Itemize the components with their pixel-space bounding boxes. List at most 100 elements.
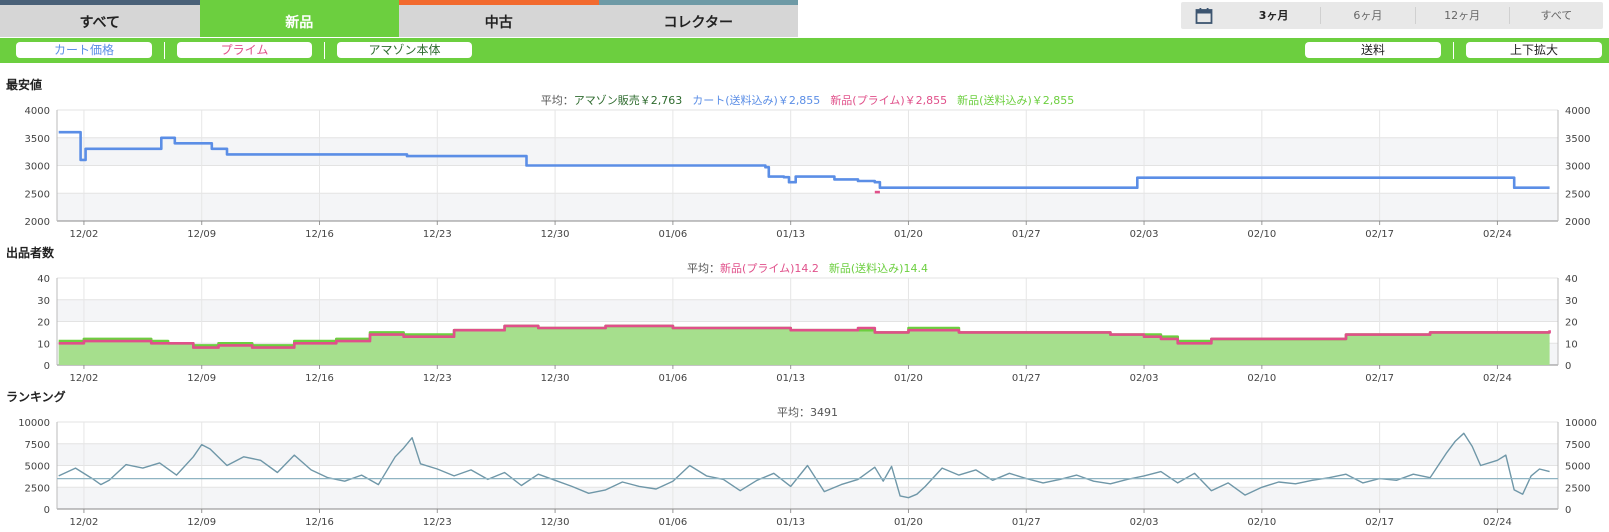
grid-band bbox=[57, 110, 1558, 138]
y-tick-label-right: 0 bbox=[1565, 361, 1571, 372]
x-tick-label: 02/17 bbox=[1365, 517, 1394, 528]
chart-3: 0 0 2500 2500 5000 5000 7500 7500 10000 10000 12/0… bbox=[6, 389, 1597, 528]
divider bbox=[1453, 42, 1454, 59]
divider bbox=[324, 42, 325, 59]
cart-price-button[interactable]: カート価格 bbox=[16, 42, 152, 58]
prime-button[interactable]: プライム bbox=[177, 42, 312, 58]
y-tick-label-left: 4000 bbox=[25, 106, 50, 117]
legend-label: 平均： bbox=[687, 262, 720, 275]
y-tick-label-left: 20 bbox=[37, 318, 50, 329]
x-tick-label: 01/20 bbox=[894, 229, 923, 240]
y-tick-label-left: 0 bbox=[44, 505, 50, 516]
filter-bar: カート価格 プライム アマゾン本体 送料 上下拡大 bbox=[0, 38, 1609, 63]
x-tick-label: 02/24 bbox=[1483, 517, 1512, 528]
x-tick-label: 12/30 bbox=[541, 517, 570, 528]
grid-band bbox=[57, 321, 1558, 344]
chart-2: 0 0 10 10 20 20 30 30 40 40 12/02 12/09 12/16 12/23 12… bbox=[6, 245, 1578, 384]
series-area-1 bbox=[58, 325, 1550, 365]
shipping-button[interactable]: 送料 bbox=[1305, 42, 1441, 58]
y-tick-label-right: 2000 bbox=[1565, 217, 1590, 228]
x-tick-label: 02/10 bbox=[1247, 517, 1276, 528]
tab-collector[interactable]: コレクター bbox=[598, 0, 798, 37]
grid-band bbox=[57, 278, 1558, 300]
y-tick-label-right: 40 bbox=[1565, 274, 1578, 285]
legend-entry: 新品(送料込み)￥2,855 bbox=[957, 93, 1074, 107]
y-tick-label-right: 3000 bbox=[1565, 162, 1590, 173]
range-3-months[interactable]: 3ヶ月 bbox=[1258, 9, 1289, 22]
y-tick-label-left: 2500 bbox=[25, 189, 50, 200]
x-tick-label: 01/13 bbox=[776, 517, 805, 528]
series-line-1 bbox=[58, 324, 1550, 347]
range-12-months[interactable]: 12ヶ月 bbox=[1414, 7, 1509, 24]
x-tick-label: 12/09 bbox=[187, 373, 216, 384]
y-tick-label-right: 20 bbox=[1565, 318, 1578, 329]
legend-entry: 新品(送料込み)14.4 bbox=[829, 261, 928, 275]
x-tick-label: 02/24 bbox=[1483, 373, 1512, 384]
x-tick-label: 01/27 bbox=[1012, 517, 1041, 528]
grid-band bbox=[57, 193, 1558, 221]
grid-band bbox=[57, 487, 1558, 509]
tab-new[interactable]: 新品 bbox=[199, 0, 399, 37]
x-tick-label: 12/30 bbox=[541, 229, 570, 240]
y-tick-label-left: 40 bbox=[37, 274, 50, 285]
range-6-months[interactable]: 6ヶ月 bbox=[1320, 7, 1414, 24]
amazon-button[interactable]: アマゾン本体 bbox=[337, 42, 472, 58]
series-line-1 bbox=[58, 432, 1550, 499]
x-tick-label: 02/03 bbox=[1130, 229, 1159, 240]
condition-tabs: すべて 新品 中古 コレクター bbox=[0, 0, 798, 37]
x-tick-label: 02/10 bbox=[1247, 229, 1276, 240]
x-tick-label: 02/10 bbox=[1247, 373, 1276, 384]
y-tick-label-left: 2500 bbox=[25, 483, 50, 494]
range-all[interactable]: すべて bbox=[1508, 7, 1603, 24]
chart-legend: 平均：3491 bbox=[777, 406, 838, 419]
chart-title: 出品者数 bbox=[6, 245, 55, 260]
x-tick-label: 12/23 bbox=[423, 229, 452, 240]
legend-label: 平均： bbox=[777, 406, 810, 419]
y-tick-label-right: 2500 bbox=[1565, 189, 1590, 200]
x-tick-label: 02/17 bbox=[1365, 373, 1394, 384]
y-tick-label-left: 3500 bbox=[25, 134, 50, 145]
x-tick-label: 12/16 bbox=[305, 517, 334, 528]
y-tick-label-right: 3500 bbox=[1565, 134, 1590, 145]
range-selector: 3ヶ月 6ヶ月 12ヶ月 すべて bbox=[1181, 2, 1603, 29]
legend-entry: 3491 bbox=[810, 406, 838, 419]
y-tick-label-right: 10000 bbox=[1565, 418, 1597, 429]
legend-entry: アマゾン販売￥2,763 bbox=[574, 94, 683, 107]
x-tick-label: 12/16 bbox=[305, 229, 334, 240]
y-tick-label-left: 10 bbox=[37, 339, 50, 350]
y-tick-label-right: 0 bbox=[1565, 505, 1571, 516]
x-tick-label: 12/02 bbox=[70, 373, 99, 384]
x-tick-label: 02/03 bbox=[1130, 373, 1159, 384]
x-tick-label: 01/06 bbox=[658, 517, 687, 528]
legend-entry: 新品(プライム)￥2,855 bbox=[830, 93, 947, 107]
y-tick-label-left: 0 bbox=[44, 361, 50, 372]
y-tick-label-right: 4000 bbox=[1565, 106, 1590, 117]
x-tick-label: 01/06 bbox=[658, 373, 687, 384]
y-tick-label-right: 10 bbox=[1565, 339, 1578, 350]
legend-label: 平均： bbox=[541, 94, 574, 107]
y-tick-label-right: 2500 bbox=[1565, 483, 1590, 494]
x-tick-label: 01/13 bbox=[776, 229, 805, 240]
tab-used[interactable]: 中古 bbox=[399, 0, 599, 37]
series-line-2 bbox=[58, 324, 1551, 349]
calendar-icon[interactable] bbox=[1181, 2, 1227, 29]
chart-title: ランキング bbox=[6, 389, 66, 404]
series-line-1 bbox=[58, 130, 1550, 189]
y-tick-label-left: 3000 bbox=[25, 162, 50, 173]
x-tick-label: 12/02 bbox=[70, 229, 99, 240]
x-tick-label: 01/27 bbox=[1012, 373, 1041, 384]
x-tick-label: 02/24 bbox=[1483, 229, 1512, 240]
tab-all[interactable]: すべて bbox=[0, 0, 200, 37]
y-tick-label-left: 5000 bbox=[25, 462, 50, 473]
x-tick-label: 12/30 bbox=[541, 373, 570, 384]
y-tick-label-right: 7500 bbox=[1565, 440, 1590, 451]
zoom-button[interactable]: 上下拡大 bbox=[1466, 42, 1602, 58]
grid-band bbox=[57, 443, 1558, 466]
x-tick-label: 12/02 bbox=[70, 517, 99, 528]
x-tick-label: 02/17 bbox=[1365, 229, 1394, 240]
grid-band bbox=[57, 137, 1558, 166]
x-tick-label: 12/16 bbox=[305, 373, 334, 384]
x-tick-label: 01/27 bbox=[1012, 229, 1041, 240]
grid-band bbox=[57, 299, 1558, 322]
